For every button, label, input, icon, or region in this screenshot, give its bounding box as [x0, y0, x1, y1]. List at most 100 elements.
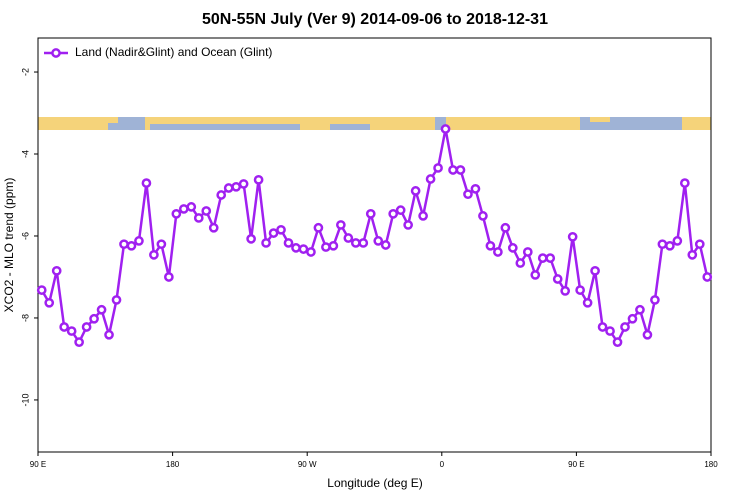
data-point — [321, 242, 331, 252]
data-point — [403, 220, 413, 230]
data-point — [463, 189, 473, 200]
x-axis-label: Longitude (deg E) — [327, 476, 422, 490]
data-point — [261, 238, 271, 248]
data-point — [448, 165, 458, 175]
data-point — [208, 222, 219, 233]
data-point — [672, 236, 683, 246]
data-point — [81, 322, 92, 332]
data-point — [500, 222, 511, 233]
data-point — [96, 304, 107, 315]
data-point — [410, 186, 421, 196]
data-point — [66, 326, 77, 336]
x-tick-label: 0 — [440, 460, 445, 469]
data-point — [238, 179, 249, 189]
data-point — [186, 202, 197, 212]
data-point — [650, 295, 660, 305]
data-point — [104, 329, 114, 340]
data-point — [223, 183, 234, 193]
data-point — [612, 337, 623, 347]
data-point — [545, 253, 556, 263]
data-point — [253, 174, 264, 185]
y-tick-label: -6 — [20, 232, 30, 240]
land-ocean-strip — [38, 117, 711, 130]
data-point — [119, 239, 129, 250]
plot-frame — [37, 37, 712, 453]
data-point — [126, 240, 137, 251]
data-point — [373, 236, 384, 246]
data-point — [635, 304, 645, 315]
x-tick-label: 180 — [704, 460, 718, 469]
data-point — [575, 285, 585, 295]
data-point — [552, 274, 563, 284]
data-point — [313, 222, 324, 233]
y-tick-label: -8 — [20, 314, 30, 322]
data-point — [493, 247, 503, 257]
data-point — [291, 243, 301, 253]
data-point — [36, 285, 47, 295]
data-point — [433, 163, 443, 173]
data-point — [141, 178, 152, 188]
data-point — [171, 208, 182, 219]
data-point — [470, 183, 481, 194]
data-point — [246, 234, 256, 244]
data-point — [298, 244, 309, 254]
data-point — [582, 297, 593, 308]
data-point — [380, 240, 391, 250]
data-point — [268, 228, 279, 238]
x-tick-label: 90 E — [30, 460, 46, 469]
data-point — [164, 272, 174, 282]
data-point — [350, 238, 361, 248]
data-point — [657, 239, 668, 250]
data-point — [111, 295, 122, 305]
data-point — [478, 211, 488, 221]
data-point — [425, 174, 436, 184]
data-point — [59, 322, 70, 332]
y-tick-label: -4 — [20, 150, 30, 158]
data-point — [687, 249, 698, 260]
data-point — [702, 272, 713, 282]
data-point — [620, 322, 630, 332]
chart-title: 50N-55N July (Ver 9) 2014-09-06 to 2018-… — [202, 11, 548, 28]
data-point — [418, 211, 428, 221]
y-tick-label: -10 — [20, 393, 30, 406]
data-point — [597, 322, 608, 332]
data-point — [507, 243, 518, 253]
data-point — [193, 213, 204, 223]
y-tick-label: -2 — [20, 68, 30, 76]
data-point — [365, 208, 376, 219]
data-point — [74, 337, 84, 347]
data-point — [44, 297, 55, 308]
data-point — [283, 238, 294, 248]
x-tick-label: 180 — [166, 460, 180, 469]
x-tick-label: 90 E — [568, 460, 584, 469]
data-point — [455, 165, 466, 175]
data-point — [216, 190, 227, 200]
data-point — [440, 124, 451, 134]
data-point — [530, 270, 541, 280]
data-point — [231, 181, 242, 192]
data-point — [627, 313, 638, 324]
data-point — [560, 286, 571, 296]
data-point — [51, 265, 62, 276]
data-point — [328, 240, 339, 251]
data-point — [306, 247, 316, 257]
data-point — [388, 208, 399, 219]
data-point — [358, 238, 369, 248]
legend-label: Land (Nadir&Glint) and Ocean (Glint) — [75, 45, 272, 59]
data-point — [679, 178, 690, 188]
data-point — [605, 326, 615, 336]
series-line — [40, 128, 709, 345]
data-point — [336, 220, 346, 230]
data-point — [149, 249, 159, 260]
data-point — [590, 265, 600, 276]
data-point — [694, 239, 705, 250]
data-point — [537, 253, 548, 263]
data-point — [665, 240, 675, 251]
data-point — [178, 204, 189, 214]
data-point — [134, 236, 144, 246]
data-point — [522, 247, 533, 257]
data-point — [485, 240, 496, 251]
data-point — [201, 206, 212, 216]
legend-marker — [51, 48, 61, 58]
